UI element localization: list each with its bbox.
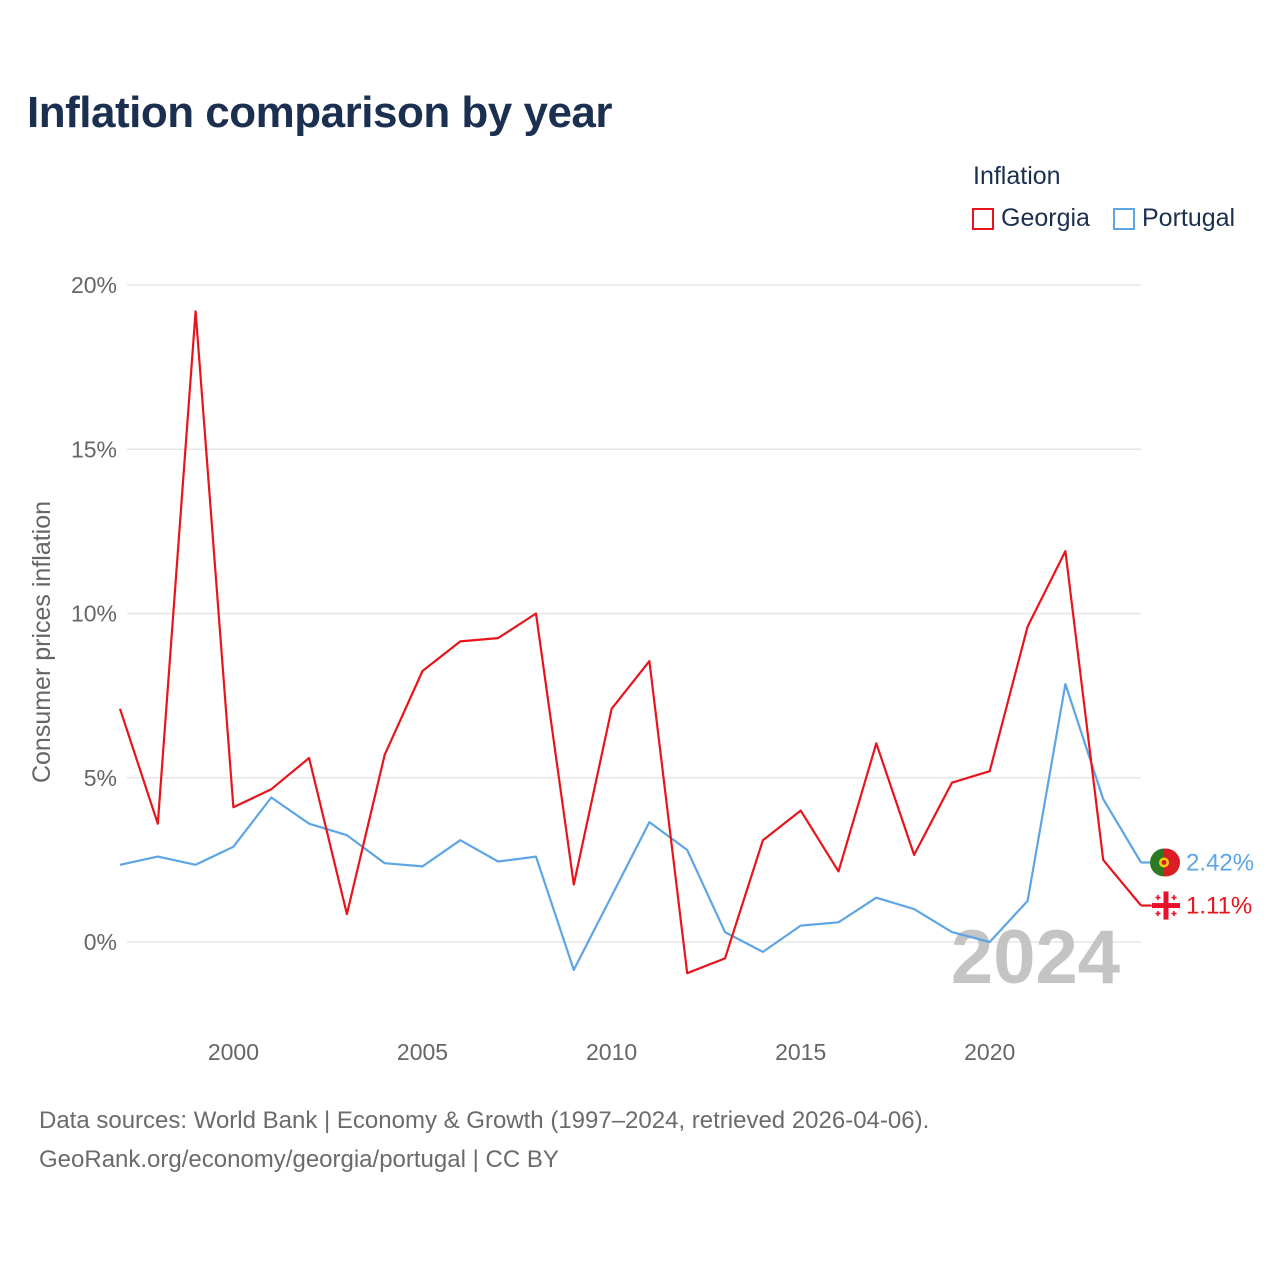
line-chart: 0% 5% 10% 15% 20% 2000 2005 2010 2015 2020 Consume… <box>28 272 1254 1065</box>
year-watermark: 2024 <box>951 915 1120 1000</box>
legend-label-georgia: Georgia <box>1001 204 1090 232</box>
y-tick-label: 15% <box>71 436 117 462</box>
legend-swatch-georgia <box>972 207 994 230</box>
flag-icon-georgia-cross-v <box>1173 911 1175 917</box>
x-tick-label: 2010 <box>586 1039 637 1065</box>
flag-icon-georgia-cross-v <box>1173 895 1175 901</box>
end-value-label-georgia: 1.11% <box>1186 893 1252 920</box>
series-line-portugal <box>119 682 1142 972</box>
end-value-label-portugal: 2.42% <box>1186 850 1254 877</box>
x-tick-label: 2020 <box>964 1039 1015 1065</box>
flag-icon-georgia-vbar <box>1163 891 1169 920</box>
chart-title: Inflation comparison by year <box>27 88 613 137</box>
series-line-georgia <box>118 310 1142 975</box>
legend-item-georgia[interactable]: Georgia <box>972 204 1090 233</box>
flag-icon-georgia-cross-v <box>1157 911 1159 917</box>
flag-icon-georgia-cross-v <box>1157 895 1159 901</box>
y-tick-label: 5% <box>84 765 117 791</box>
legend-title: Inflation <box>973 162 1061 190</box>
y-tick-label: 10% <box>71 601 117 627</box>
legend-item-portugal[interactable]: Portugal <box>1113 204 1235 233</box>
x-tick-label: 2015 <box>775 1039 826 1065</box>
source-line-1: Data sources: World Bank | Economy & Gro… <box>39 1107 930 1134</box>
flag-icon-portugal-shield <box>1161 860 1167 866</box>
y-axis-label: Consumer prices inflation <box>28 501 56 783</box>
x-tick-label: 2005 <box>397 1039 448 1065</box>
y-tick-label: 0% <box>84 929 117 955</box>
source-line-2: GeoRank.org/economy/georgia/portugal | C… <box>39 1146 559 1173</box>
y-tick-label: 20% <box>71 272 117 298</box>
legend-label-portugal: Portugal <box>1142 204 1236 232</box>
flag-icon-portugal-green <box>1150 848 1164 877</box>
x-tick-label: 2000 <box>208 1039 259 1065</box>
legend-swatch-portugal <box>1113 207 1135 230</box>
